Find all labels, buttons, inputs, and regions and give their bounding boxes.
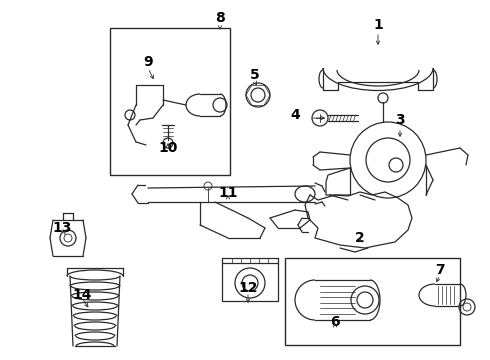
Text: 5: 5 [250,68,260,82]
Text: 7: 7 [435,263,445,277]
Bar [110,28,230,175]
Text: 9: 9 [143,55,153,69]
Text: 8: 8 [215,11,225,25]
Text: 14: 14 [72,288,92,302]
Text: 1: 1 [373,18,383,32]
Text: 13: 13 [52,221,72,235]
Text: 12: 12 [238,281,258,295]
Text: 10: 10 [158,141,178,155]
Bar [285,258,460,345]
Text: 4: 4 [290,108,300,122]
Text: 2: 2 [355,231,365,245]
Text: 6: 6 [330,315,340,329]
Bar [222,263,278,301]
Text: 11: 11 [218,186,238,200]
Text: 3: 3 [395,113,405,127]
